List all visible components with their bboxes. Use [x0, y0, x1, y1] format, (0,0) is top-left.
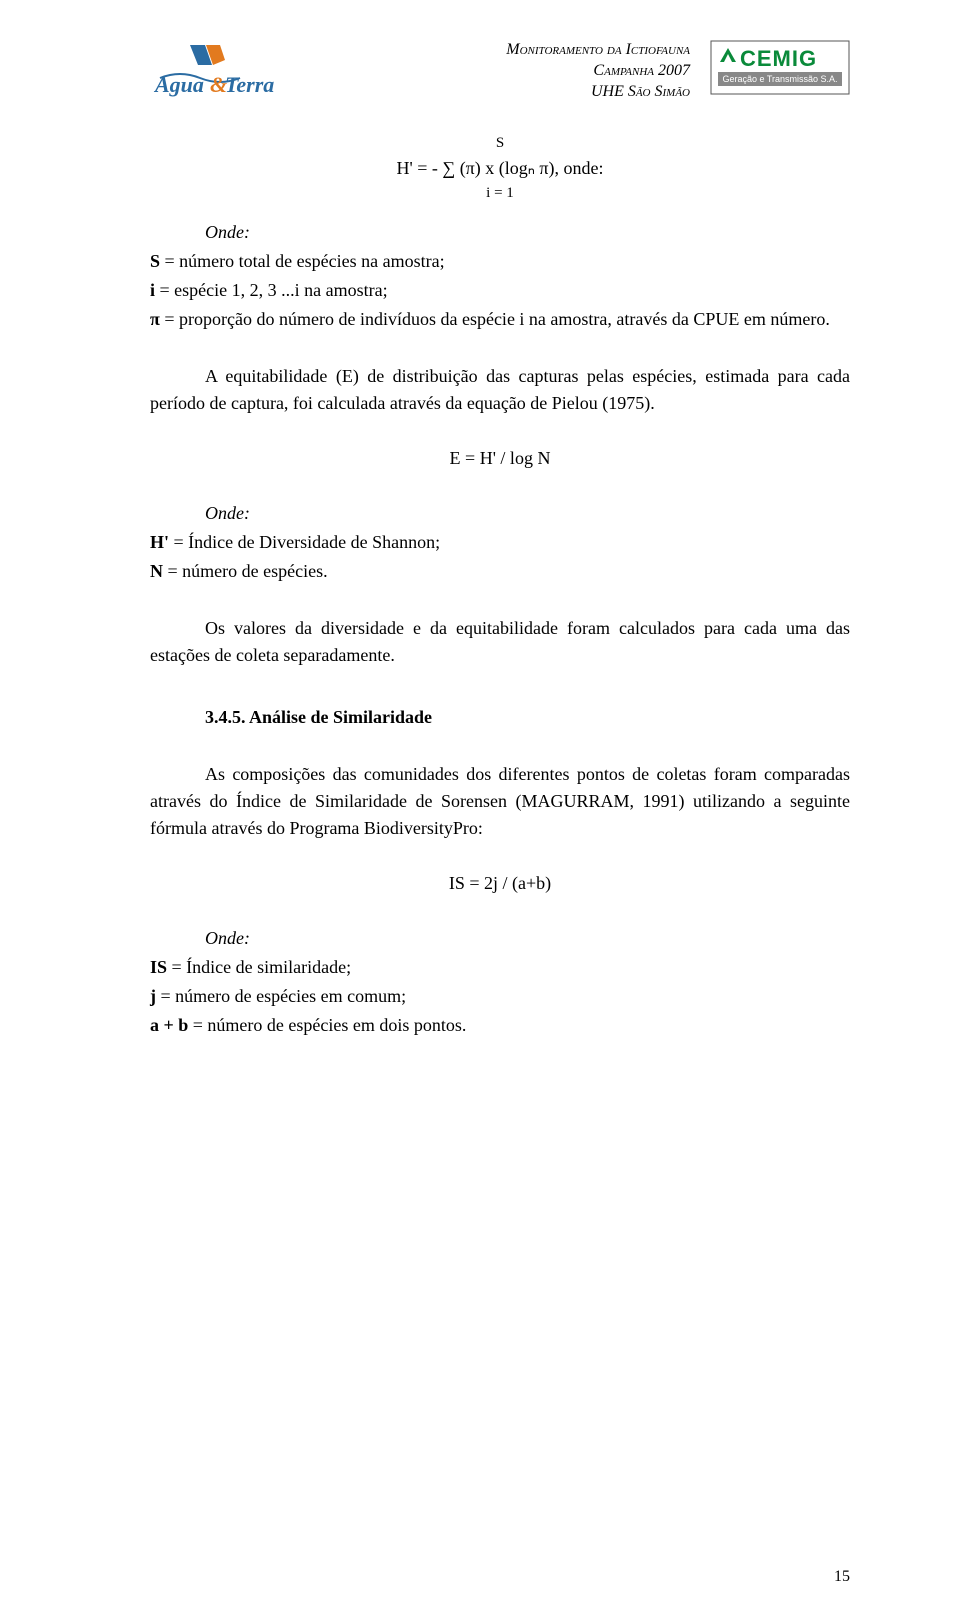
onde-label: Onde: — [205, 219, 850, 246]
paragraph-similaridade: As composições das comunidades dos difer… — [150, 761, 850, 842]
def-S-text: = número total de espécies na amostra; — [160, 251, 445, 271]
definitions-sorensen: Onde: IS = Índice de similaridade; j = n… — [150, 925, 850, 1039]
paragraph-equitabilidade: A equitabilidade (E) de distribuição das… — [150, 363, 850, 417]
def-IS: IS — [150, 957, 167, 977]
def-pi: π — [150, 309, 160, 329]
formula-sum-lower: i = 1 — [150, 182, 850, 205]
def-i-text: = espécie 1, 2, 3 ...i na amostra; — [155, 280, 388, 300]
def-ab-text: = número de espécies em dois pontos. — [188, 1015, 466, 1035]
formula-shannon: S H' = - ∑ (π) x (logₙ π), onde: i = 1 — [150, 132, 850, 204]
def-S: S — [150, 251, 160, 271]
page-header: Agua & Terra Monitoramento da Ictiofauna… — [150, 40, 850, 102]
definitions-pielou: Onde: H' = Índice de Diversidade de Shan… — [150, 500, 850, 585]
header-title: Monitoramento da Ictiofauna Campanha 200… — [280, 40, 710, 102]
onde-label-3: Onde: — [205, 925, 850, 952]
paragraph-valores: Os valores da diversidade e da equitabil… — [150, 615, 850, 669]
svg-text:CEMIG: CEMIG — [740, 46, 817, 71]
formula-pielou: E = H' / log N — [150, 445, 850, 472]
def-H-text: = Índice de Diversidade de Shannon; — [169, 532, 440, 552]
def-N: N — [150, 561, 163, 581]
header-line2: Campanha 2007 — [280, 61, 690, 82]
svg-text:Geração e Transmissão S.A.: Geração e Transmissão S.A. — [722, 74, 837, 84]
def-j-text: = número de espécies em comum; — [156, 986, 406, 1006]
def-IS-text: = Índice de similaridade; — [167, 957, 351, 977]
onde-label-2: Onde: — [205, 500, 850, 527]
header-line3: UHE São Simão — [280, 82, 690, 103]
formula-sum-upper: S — [150, 132, 850, 155]
svg-text:Agua: Agua — [153, 72, 204, 97]
def-N-text: = número de espécies. — [163, 561, 328, 581]
header-line1: Monitoramento da Ictiofauna — [280, 40, 690, 61]
formula-main: H' = - ∑ (π) x (logₙ π), onde: — [396, 158, 603, 178]
svg-text:Terra: Terra — [225, 72, 274, 97]
def-pi-text: = proporção do número de indivíduos da e… — [160, 309, 830, 329]
def-ab: a + b — [150, 1015, 188, 1035]
def-H: H' — [150, 532, 169, 552]
logo-cemig: CEMIG Geração e Transmissão S.A. — [710, 40, 850, 95]
section-title-345: 3.4.5. Análise de Similaridade — [205, 704, 850, 731]
page-number: 15 — [834, 1565, 850, 1589]
formula-sorensen: IS = 2j / (a+b) — [150, 870, 850, 897]
definitions-shannon: Onde: S = número total de espécies na am… — [150, 219, 850, 333]
logo-aguaterra: Agua & Terra — [150, 40, 280, 100]
